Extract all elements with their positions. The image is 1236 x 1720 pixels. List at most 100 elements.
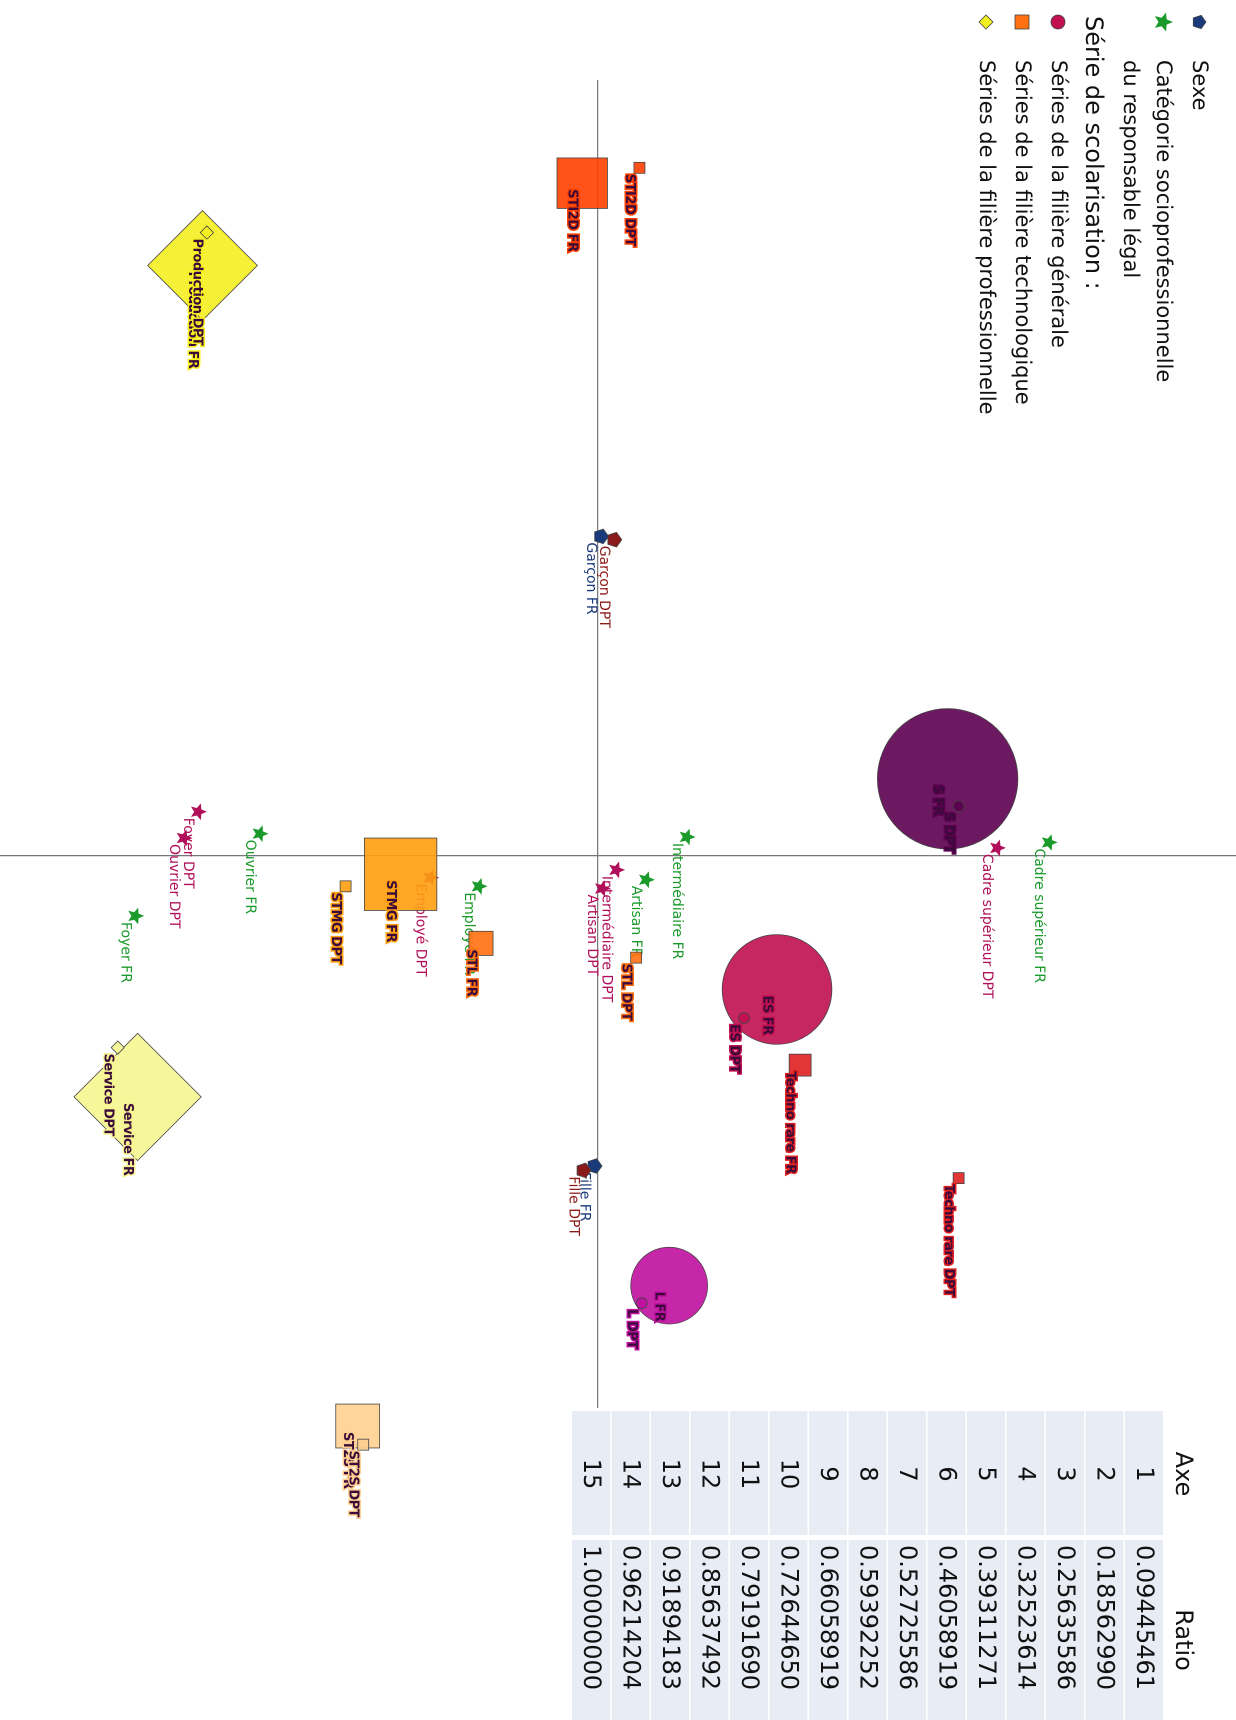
table-cell	[1085, 1411, 1124, 1535]
table-axe: 13	[657, 1459, 685, 1490]
point	[364, 837, 438, 911]
point	[788, 1053, 812, 1077]
table-cell	[1125, 1411, 1163, 1535]
table-cell	[848, 1411, 887, 1535]
table-cell	[611, 1540, 650, 1720]
point-label: S FR	[930, 785, 945, 816]
table-cell	[651, 1540, 689, 1720]
point	[607, 531, 623, 548]
table-ratio: 0.72644650	[776, 1545, 804, 1690]
table-cell	[730, 1540, 768, 1720]
point-label: L DPT	[624, 1309, 639, 1349]
table-cell	[690, 1411, 729, 1535]
point-label: Cadre supérieur DPT	[979, 854, 995, 999]
point	[609, 861, 626, 879]
table-ratio: 0.52725586	[894, 1545, 922, 1690]
point	[468, 930, 494, 956]
table-axe: 7	[894, 1466, 922, 1481]
table-cell	[611, 1411, 650, 1535]
legend-label: Sexe	[1188, 60, 1212, 111]
point-label: S DPT	[941, 812, 956, 853]
table-cell	[927, 1540, 966, 1720]
table-cell	[927, 1411, 966, 1535]
table-cell	[651, 1411, 689, 1535]
table-ratio: 0.59392252	[855, 1545, 883, 1690]
table-axe: 11	[736, 1459, 764, 1490]
point-label: Fille DPT	[565, 1176, 581, 1236]
table-axe: 12	[697, 1459, 725, 1490]
legend-marker	[1154, 12, 1173, 32]
point	[471, 878, 488, 895]
point	[147, 210, 258, 321]
point	[635, 1297, 648, 1310]
point-label: Cadre supérieur FR	[1031, 848, 1047, 983]
point-label: Service DPT	[100, 1054, 115, 1137]
point-label: Intermédiaire DPT	[598, 876, 614, 1003]
table-ratio: 0.25635586	[1052, 1545, 1080, 1690]
point	[990, 839, 1006, 857]
point-label: Foyer DPT	[180, 818, 196, 889]
table-axe: 9	[815, 1466, 843, 1481]
table-cell	[730, 1411, 768, 1535]
table-ratio: 0.91894183	[657, 1545, 685, 1690]
legend-marker	[1050, 14, 1066, 30]
point	[594, 880, 611, 897]
legend-label: Séries de la filière professionnelle	[975, 60, 999, 415]
table-cell	[572, 1540, 610, 1720]
table-cell	[1006, 1411, 1045, 1535]
table-axe: 8	[855, 1466, 883, 1481]
table-cell	[848, 1540, 887, 1720]
table-axe: 14	[618, 1459, 646, 1490]
table-ratio: 0.85637492	[697, 1545, 725, 1690]
point-label: ST2S DPT	[346, 1451, 361, 1518]
table-cell	[769, 1411, 808, 1535]
table-axe: 2	[1092, 1466, 1120, 1481]
point-label: ST2S FR	[340, 1432, 355, 1489]
point	[952, 800, 965, 813]
point-label: STL FR	[463, 949, 478, 996]
table-cell	[1006, 1540, 1045, 1720]
table-cell	[1085, 1540, 1124, 1720]
legend-marker	[1014, 14, 1030, 30]
point	[679, 828, 696, 846]
point	[128, 907, 145, 925]
point-label: Production DPT	[189, 239, 204, 346]
table-axe: 1	[1131, 1466, 1159, 1481]
table-axe: 15	[578, 1459, 606, 1490]
point	[110, 1040, 125, 1055]
table-ratio: 0.79191690	[736, 1545, 764, 1690]
table-ratio: 0.66058919	[815, 1545, 843, 1690]
table-ratio: 0.96214204	[618, 1545, 646, 1690]
table-ratio: 1.00000000	[578, 1545, 606, 1690]
table-cell	[1046, 1540, 1084, 1720]
point-label: Techno rare FR	[783, 1071, 798, 1174]
point	[556, 157, 608, 209]
table-ratio: 0.09445461	[1131, 1545, 1159, 1690]
point-label: Ouvrier FR	[242, 840, 258, 915]
point	[594, 528, 610, 545]
table-cell	[888, 1411, 926, 1535]
point-label: ES DPT	[727, 1024, 742, 1074]
legend-heading: Série de scolarisation :	[1080, 16, 1108, 290]
point-label: Artisan FR	[628, 886, 644, 958]
point-label: Techno rare DPT	[941, 1184, 956, 1297]
point	[633, 161, 646, 174]
table-axe: 4	[1013, 1466, 1041, 1481]
point-label: Artisan DPT	[584, 895, 600, 977]
point	[73, 1032, 202, 1162]
point	[576, 1162, 592, 1179]
point-label: Intermédiaire FR	[669, 843, 685, 960]
table-ratio: 0.18562990	[1092, 1545, 1120, 1690]
point	[339, 880, 352, 893]
point	[191, 803, 207, 821]
point-label: STMG DPT	[328, 892, 343, 964]
point-label: L FR	[652, 1292, 667, 1322]
point	[176, 829, 193, 847]
point	[952, 1172, 965, 1184]
point-label: ES FR	[760, 995, 775, 1035]
table-ratio: 0.39311271	[973, 1545, 1001, 1690]
point	[630, 1246, 708, 1325]
table-cell	[1046, 1411, 1084, 1535]
legend-label: Catégorie socioprofessionnelle	[1152, 60, 1176, 382]
